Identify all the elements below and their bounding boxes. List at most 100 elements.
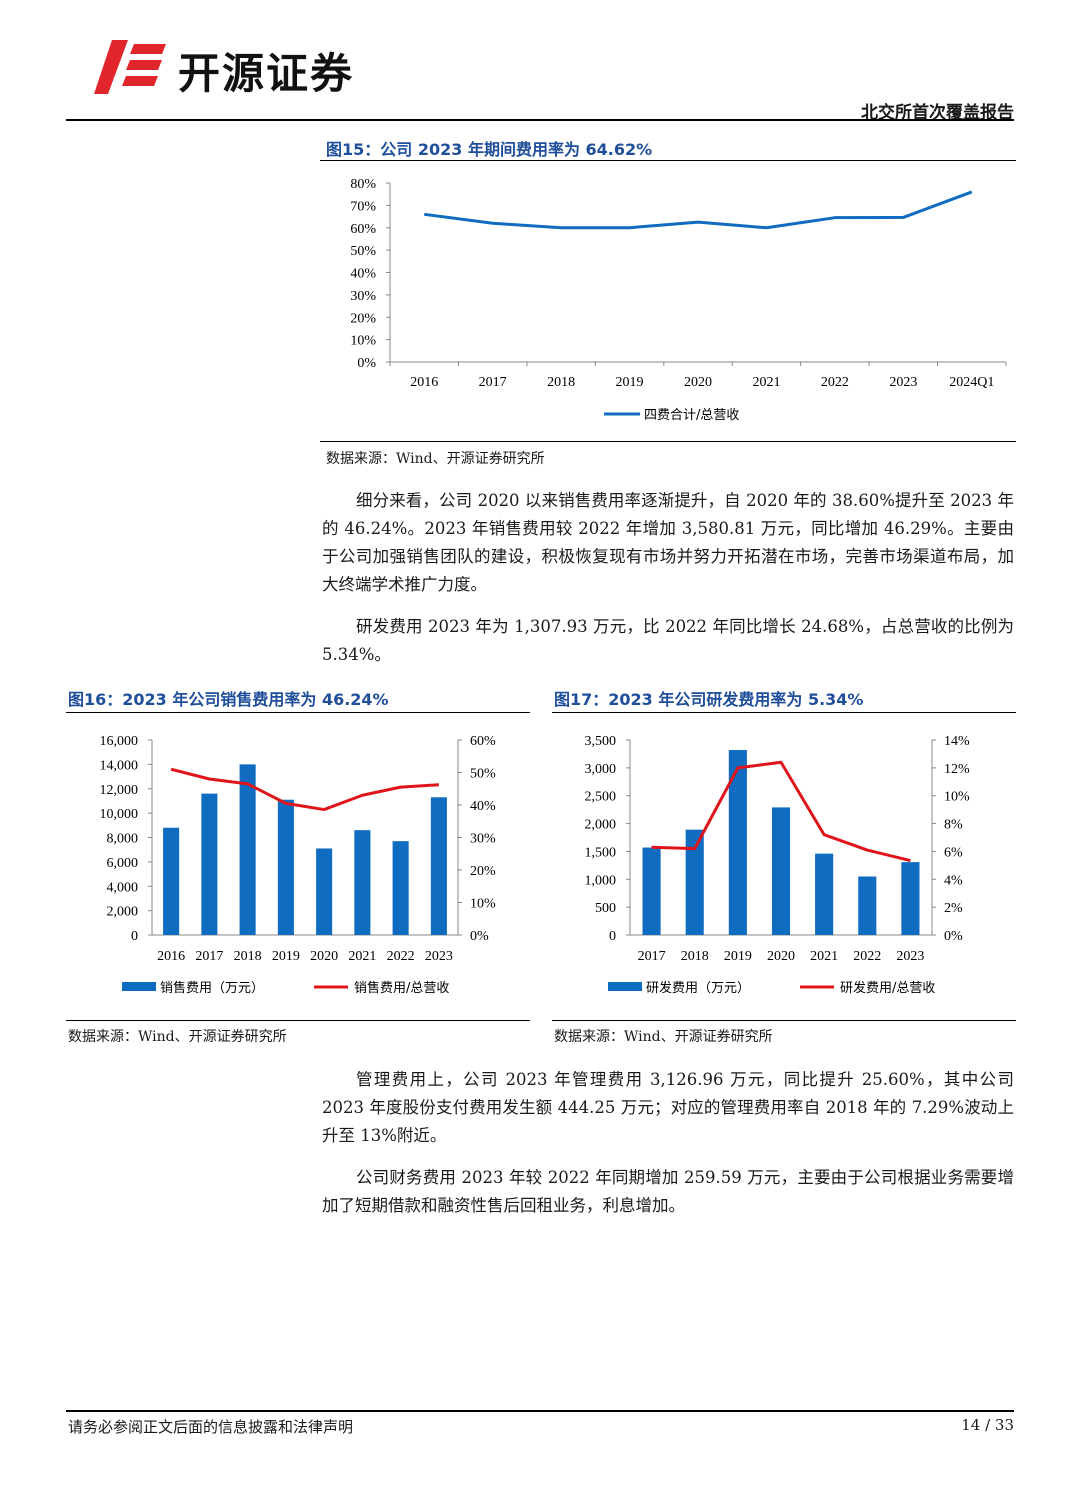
fig17-x-tick-label: 2019 bbox=[724, 949, 752, 964]
fig16-bar bbox=[163, 827, 180, 935]
fig17-x-tick-label: 2022 bbox=[853, 949, 881, 964]
fig17-y-tick-label-right: 12% bbox=[944, 762, 970, 777]
fig15-x-tick-label: 2023 bbox=[889, 375, 917, 390]
footer-disclaimer: 请务必参阅正文后面的信息披露和法律声明 bbox=[68, 1418, 354, 1436]
fig16-y-tick-label-right: 20% bbox=[470, 864, 496, 879]
fig15-y-tick-label: 20% bbox=[350, 311, 376, 326]
paragraph-rd-expense: 研发费用 2023 年为 1,307.93 万元，比 2022 年同比增长 24… bbox=[322, 617, 1014, 664]
fig17-bar bbox=[642, 847, 661, 935]
fig17-y-tick-label-left: 1,500 bbox=[585, 845, 617, 860]
fig17-y-tick-label-left: 500 bbox=[595, 901, 616, 916]
fig17-legend-bar-label: 研发费用（万元） bbox=[646, 980, 750, 996]
fig16-y-tick-label-right: 40% bbox=[470, 799, 496, 814]
fig17-legend-bar-swatch bbox=[608, 982, 642, 991]
fig17-combo-chart: 0 500 1,000 1,500 2,000 2,500 3,000 3,500 0% 2% 4%… bbox=[585, 734, 971, 996]
fig17-bottom-rule bbox=[552, 1020, 1016, 1021]
fig15-y-tick-label: 0% bbox=[357, 356, 376, 371]
fig16-bar bbox=[354, 830, 371, 935]
fig17-bar bbox=[858, 876, 877, 935]
fig16-y-tick-label-left: 12,000 bbox=[100, 783, 139, 798]
fig15-x-tick-label: 2019 bbox=[616, 375, 644, 390]
fig16-legend-line-label: 销售费用/总营收 bbox=[354, 980, 449, 996]
fig16-legend-bar-label: 销售费用（万元） bbox=[160, 980, 264, 996]
paragraph-sales-expense: 细分来看，公司 2020 以来销售费用率逐渐提升，自 2020 年的 38.60… bbox=[322, 491, 1014, 594]
fig16-y-tick-label-right: 30% bbox=[470, 832, 496, 847]
fig16-bar bbox=[316, 848, 333, 935]
fig17-y-tick-label-left: 2,500 bbox=[585, 790, 617, 805]
fig17-bar bbox=[728, 750, 747, 935]
fig16-y-tick-label-left: 10,000 bbox=[100, 807, 139, 822]
footer-rule bbox=[66, 1410, 1014, 1412]
fig15-series-line bbox=[424, 190, 973, 230]
fig16-ratio-line bbox=[170, 767, 439, 812]
fig17-y-tick-label-right: 0% bbox=[944, 929, 963, 944]
fig16-title: 图16：2023 年公司销售费用率为 46.24% bbox=[68, 690, 389, 709]
fig15-legend-label: 四费合计/总营收 bbox=[644, 408, 739, 423]
fig16-y-tick-label-right: 0% bbox=[470, 929, 489, 944]
brand-logo bbox=[90, 38, 168, 96]
fig17-title: 图17：2023 年公司研发费用率为 5.34% bbox=[554, 690, 864, 709]
fig17-y-tick-label-right: 8% bbox=[944, 818, 963, 833]
fig17-y-tick-label-left: 0 bbox=[609, 929, 616, 944]
fig16-x-tick-label: 2021 bbox=[348, 949, 376, 964]
fig16-y-tick-label-left: 2,000 bbox=[107, 905, 139, 920]
fig17-x-tick-label: 2023 bbox=[896, 949, 924, 964]
fig16-top-rule bbox=[66, 712, 530, 713]
paragraph-finance-expense: 公司财务费用 2023 年较 2022 年同期增加 259.59 万元，主要由于… bbox=[322, 1168, 1014, 1215]
fig16-x-tick-label: 2018 bbox=[234, 949, 262, 964]
fig15-x-tick-label: 2017 bbox=[479, 375, 507, 390]
fig15-y-tick-label: 80% bbox=[350, 177, 376, 192]
fig16-y-tick-label-right: 50% bbox=[470, 767, 496, 782]
fig16-y-tick-label-left: 0 bbox=[131, 929, 138, 944]
fig16-y-tick-label-right: 10% bbox=[470, 897, 496, 912]
fig17-y-tick-label-right: 14% bbox=[944, 734, 970, 749]
fig15-y-tick-label: 60% bbox=[350, 222, 376, 237]
fig17-y-tick-label-left: 3,500 bbox=[585, 734, 617, 749]
fig16-bottom-rule bbox=[66, 1020, 530, 1021]
brand-name: 开源证券 bbox=[178, 49, 355, 98]
fig16-y-tick-label-left: 8,000 bbox=[107, 832, 139, 847]
fig15-y-tick-label: 10% bbox=[350, 334, 376, 349]
fig16-x-tick-label: 2016 bbox=[157, 949, 185, 964]
fig15-top-rule bbox=[320, 160, 1016, 161]
fig17-source: 数据来源：Wind、开源证券研究所 bbox=[554, 1029, 773, 1045]
fig15-x-tick-label: 2020 bbox=[684, 375, 712, 390]
fig17-bar bbox=[771, 807, 791, 935]
fig16-x-tick-label: 2020 bbox=[310, 949, 338, 964]
fig15-line-chart: 0% 10% 20% 30% 40% 50% 60% 70% 80% 2016 2017 2018 20… bbox=[350, 177, 1007, 423]
page-number: 14 / 33 bbox=[961, 1416, 1014, 1434]
fig16-source: 数据来源：Wind、开源证券研究所 bbox=[68, 1029, 287, 1045]
fig16-x-tick-label: 2017 bbox=[195, 949, 223, 964]
fig16-y-tick-label-left: 6,000 bbox=[107, 856, 139, 871]
fig17-y-tick-label-left: 1,000 bbox=[585, 873, 617, 888]
fig17-x-tick-label: 2020 bbox=[767, 949, 795, 964]
fig17-bar bbox=[815, 853, 834, 935]
fig16-y-tick-label-right: 60% bbox=[470, 734, 496, 749]
fig17-y-tick-label-right: 2% bbox=[944, 901, 963, 916]
fig17-y-tick-label-left: 3,000 bbox=[585, 762, 617, 777]
fig15-x-tick-label: 2021 bbox=[752, 375, 780, 390]
fig16-x-tick-label: 2019 bbox=[272, 949, 300, 964]
fig15-y-tick-label: 70% bbox=[350, 199, 376, 214]
fig15-y-tick-label: 40% bbox=[350, 267, 376, 282]
fig15-bottom-rule bbox=[320, 441, 1016, 442]
fig16-x-tick-label: 2022 bbox=[387, 949, 415, 964]
fig17-x-tick-label: 2021 bbox=[810, 949, 838, 964]
fig17-y-tick-label-right: 6% bbox=[944, 845, 963, 860]
paragraph-admin-expense: 管理费用上，公司 2023 年管理费用 3,126.96 万元，同比提升 25.… bbox=[322, 1070, 1014, 1145]
fig16-bar bbox=[392, 841, 409, 935]
fig17-y-tick-label-right: 4% bbox=[944, 873, 963, 888]
fig15-title: 图15：公司 2023 年期间费用率为 64.62% bbox=[326, 140, 653, 159]
fig17-bar bbox=[685, 829, 704, 935]
report-type: 北交所首次覆盖报告 bbox=[861, 103, 1014, 123]
brand-logo-icon bbox=[94, 40, 166, 94]
fig16-y-tick-label-left: 4,000 bbox=[107, 880, 139, 895]
fig15-x-tick-label: 2018 bbox=[547, 375, 575, 390]
fig15-x-tick-label: 2022 bbox=[821, 375, 849, 390]
fig16-bar bbox=[277, 799, 294, 935]
fig16-combo-chart: 0 2,000 4,000 6,000 8,000 10,000 12,000 14,000 1… bbox=[100, 734, 497, 996]
fig17-legend-line-label: 研发费用/总营收 bbox=[840, 980, 935, 996]
fig15-source: 数据来源：Wind、开源证券研究所 bbox=[326, 451, 545, 467]
fig16-legend-bar-swatch bbox=[122, 982, 156, 991]
fig16-bar bbox=[239, 764, 256, 935]
